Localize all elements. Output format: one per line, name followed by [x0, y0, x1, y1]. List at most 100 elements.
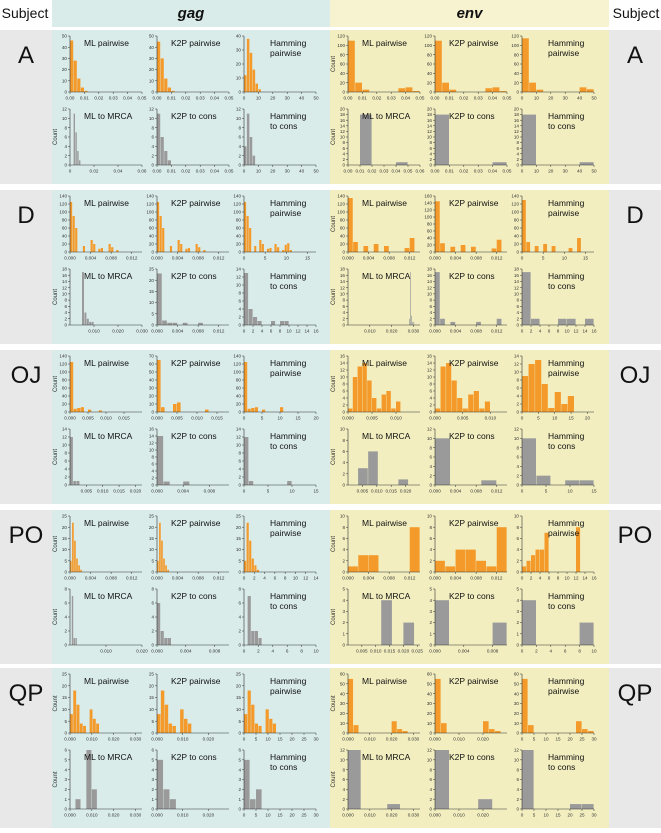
chart-title: K2P to cons	[171, 271, 217, 281]
y-tick-label: 25	[236, 514, 242, 519]
x-tick-label: 0.00	[431, 169, 440, 174]
y-tick-label: 2	[238, 315, 241, 320]
x-tick-label: 5	[533, 737, 536, 742]
x-tick-label: 0.004	[458, 649, 470, 654]
bar	[368, 451, 378, 485]
x-tick-label: 15	[591, 489, 597, 494]
y-tick-label: 0	[64, 90, 67, 95]
bar	[167, 160, 171, 165]
y-tick-label: 18	[427, 267, 433, 272]
bar	[410, 272, 411, 325]
bar	[244, 75, 247, 92]
y-tick-label: 100	[511, 43, 519, 48]
y-tick-label: 10	[62, 443, 68, 448]
bar	[396, 162, 408, 165]
x-tick-label: 0.004	[85, 576, 97, 581]
bar	[159, 216, 162, 252]
x-tick-label: 0.000	[151, 649, 163, 654]
y-tick-label: 10	[149, 402, 155, 407]
y-tick-label: 14	[62, 427, 68, 432]
x-tick-label: 0	[243, 416, 246, 421]
bar	[75, 132, 77, 165]
side-panel-right	[609, 350, 661, 504]
y-tick-label: 6	[516, 386, 519, 391]
bar	[567, 396, 574, 412]
bar	[492, 162, 507, 165]
x-tick-label: 15	[555, 813, 561, 818]
x-tick-label: 12	[295, 329, 301, 334]
bar	[476, 560, 487, 572]
y-tick-label: 6	[64, 459, 67, 464]
x-tick-label: 0.00	[66, 96, 75, 101]
y-tick-label: 80	[340, 218, 346, 223]
x-tick-label: 0.020	[136, 649, 148, 654]
y-tick-label: 0	[342, 250, 345, 255]
histogram-env-k2p-to-cons: 0 2 4 6 8 10 12 0.000 0.004 0.008 0.012 K2P to cons	[427, 427, 507, 494]
bar	[86, 750, 92, 809]
y-tick-label: 140	[59, 194, 67, 199]
bar	[70, 437, 73, 485]
bar	[89, 321, 92, 325]
x-tick-label: 10	[256, 96, 262, 101]
subject-header-left: Subject	[1, 5, 49, 21]
bar	[251, 704, 255, 733]
y-tick-label: 4	[516, 394, 519, 399]
y-tick-label: 4	[151, 615, 154, 620]
x-tick-label: 8	[300, 649, 303, 654]
bar	[585, 318, 594, 325]
y-tick-label: 2	[516, 620, 519, 625]
chart-title: Hamming	[270, 111, 307, 121]
chart-title: K2P to cons	[171, 591, 217, 601]
bar	[435, 678, 441, 733]
bar	[77, 151, 79, 165]
bar	[522, 200, 526, 252]
bar	[528, 725, 534, 733]
x-tick-label: 0.004	[450, 256, 462, 261]
bar	[73, 690, 77, 733]
bar	[529, 82, 536, 92]
x-tick-label: 0.020	[386, 813, 398, 818]
y-tick-label: 8	[516, 767, 519, 772]
bar	[496, 239, 502, 252]
y-tick-label: 4	[516, 547, 519, 552]
bar	[169, 799, 176, 809]
bar	[198, 322, 203, 325]
y-tick-label: 2	[429, 558, 432, 563]
y-tick-label: 14	[149, 434, 155, 439]
chart-title: Hamming	[548, 198, 585, 208]
y-tick-label: 0	[429, 807, 432, 812]
chart-title: to cons	[548, 601, 575, 611]
x-tick-label: 5	[533, 813, 536, 818]
side-panel-left	[0, 190, 52, 344]
y-tick-label: 2	[151, 629, 154, 634]
env-panel	[330, 30, 609, 184]
bar	[157, 714, 161, 733]
chart-title: K2P pairwise	[449, 518, 499, 528]
bar	[577, 238, 581, 252]
y-tick-label: 2	[516, 316, 519, 321]
bar	[440, 243, 445, 252]
y-tick-label: 4	[342, 396, 345, 401]
y-tick-label: 0	[238, 323, 241, 328]
x-tick-label: 0.02	[181, 169, 190, 174]
y-tick-label: 10	[236, 707, 242, 712]
gag-panel	[52, 668, 330, 828]
bar	[409, 527, 420, 572]
y-tick-label: 120	[59, 362, 67, 367]
x-tick-label: 0.02	[459, 96, 468, 101]
y-tick-label: 15	[236, 536, 242, 541]
chart-title: K2P pairwise	[449, 38, 499, 48]
chart-title: Hamming	[270, 676, 307, 686]
x-tick-label: 0.02	[372, 96, 381, 101]
y-tick-label: 140	[337, 194, 345, 199]
y-tick-label: 60	[427, 229, 433, 234]
y-tick-label: 4	[151, 767, 154, 772]
y-tick-label: 2	[429, 403, 432, 408]
chart-title: ML pairwise	[84, 676, 129, 686]
bar	[289, 250, 292, 252]
bar	[167, 87, 171, 92]
y-tick-label: 60	[427, 672, 433, 677]
bar	[259, 240, 262, 252]
